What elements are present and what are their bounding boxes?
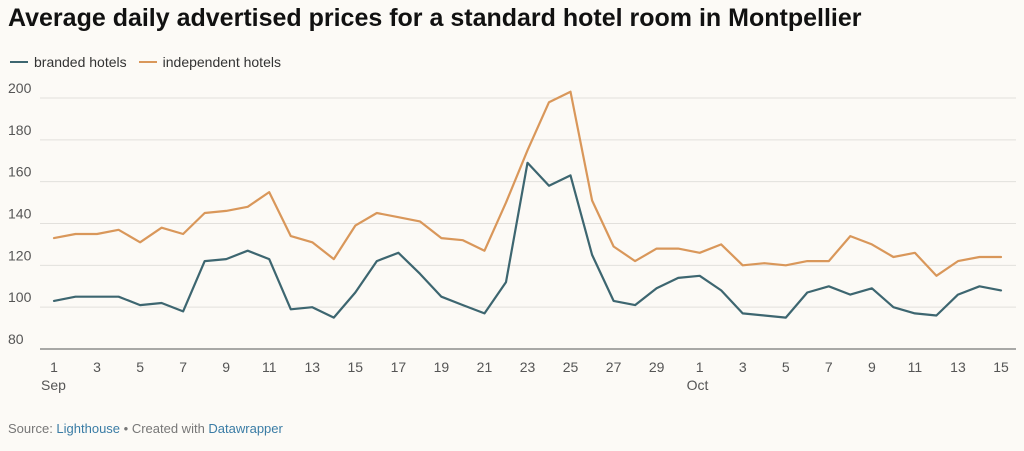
y-tick-label: 200 [8, 80, 32, 96]
chart-title: Average daily advertised prices for a st… [8, 4, 862, 32]
x-tick-label: 7 [179, 359, 187, 375]
x-tick-label: 9 [222, 359, 230, 375]
y-tick-label: 120 [8, 247, 32, 263]
x-tick-label: 1 [696, 359, 704, 375]
y-tick-label: 180 [8, 122, 32, 138]
x-tick-label: 15 [993, 359, 1009, 375]
x-tick-label: 23 [520, 359, 536, 375]
chart-footer: Source: Lighthouse • Created with Datawr… [8, 421, 283, 436]
y-tick-label: 140 [8, 206, 32, 222]
source-link[interactable]: Lighthouse [56, 421, 121, 436]
credit-separator: • Created with [120, 421, 209, 436]
x-tick-label: 5 [782, 359, 790, 375]
chart-legend: branded hotels independent hotels [10, 54, 281, 70]
x-tick-label: 27 [606, 359, 622, 375]
legend-label-independent: independent hotels [162, 54, 281, 70]
series-line-branded [52, 161, 1003, 319]
x-tick-label: 5 [136, 359, 144, 375]
x-tick-sublabel: Sep [41, 377, 66, 393]
x-tick-label: 13 [304, 359, 320, 375]
x-tick-label: 7 [825, 359, 833, 375]
series-line-independent [52, 90, 1003, 277]
x-tick-label: 13 [950, 359, 966, 375]
x-tick-label: 1 [50, 359, 58, 375]
legend-label-branded: branded hotels [34, 54, 127, 70]
legend-item-branded: branded hotels [10, 54, 127, 70]
x-tick-sublabel: Oct [687, 377, 709, 393]
x-tick-label: 15 [348, 359, 364, 375]
x-tick-label: 25 [563, 359, 579, 375]
x-tick-label: 11 [262, 359, 277, 375]
tool-link[interactable]: Datawrapper [208, 421, 283, 436]
legend-item-independent: independent hotels [138, 54, 281, 70]
x-tick-label: 21 [477, 359, 493, 375]
x-tick-label: 29 [649, 359, 665, 375]
x-tick-label: 9 [868, 359, 876, 375]
x-tick-label: 17 [391, 359, 407, 375]
x-tick-label: 11 [908, 359, 923, 375]
y-tick-label: 80 [8, 331, 24, 347]
x-tick-label: 19 [434, 359, 450, 375]
legend-swatch-branded [10, 61, 28, 63]
source-label: Source: [8, 421, 57, 436]
y-tick-label: 100 [8, 289, 32, 305]
x-tick-label: 3 [739, 359, 747, 375]
x-tick-label: 3 [93, 359, 101, 375]
y-tick-label: 160 [8, 164, 32, 180]
legend-swatch-independent [138, 61, 157, 63]
